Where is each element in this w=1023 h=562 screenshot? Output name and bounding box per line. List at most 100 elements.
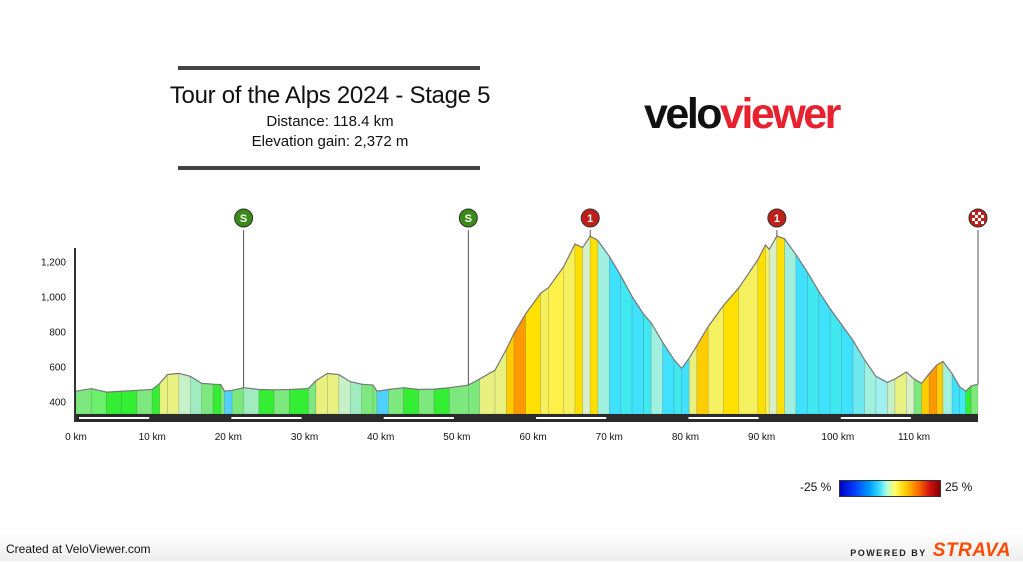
distance-label: Distance: 118.4 km [266,113,394,130]
finish-flag-cell [975,221,978,224]
sprint-marker-icon[interactable] [234,208,254,228]
profile-segment [448,384,469,415]
distance-band-stripe [79,417,150,419]
profile-segment [106,390,123,415]
x-tick-label: 0 km [65,432,87,443]
profile-segment [650,321,663,415]
profile-segment [942,360,953,415]
sprint-marker-icon[interactable] [458,208,478,228]
veloviewer-logo: veloviewer [644,90,841,138]
climb-marker-icon[interactable] [767,208,787,228]
logo-velo: velo [644,90,723,138]
profile-segment [308,379,317,415]
finish-flag-cell [972,212,975,215]
profile-segment [258,389,275,415]
elevation-gain-label: Elevation gain: 2,372 m [251,133,409,150]
x-tick-label: 30 km [291,432,318,443]
profile-segment [795,253,808,415]
sprint-marker-label: S [240,213,247,225]
header-rule-bottom [178,166,480,170]
profile-segment [201,383,214,415]
profile-segment [765,244,770,415]
profile-segment [403,387,420,415]
climb-marker-label: 1 [587,213,593,225]
profile-segment [75,388,92,415]
finish-flag-cell [981,221,984,224]
distance-band-stripe [688,417,759,419]
profile-segment [784,237,797,415]
profile-segment [513,313,526,415]
profile-segment [582,235,591,415]
x-tick-label: 100 km [821,432,854,443]
stage-title: Tour of the Alps 2024 - Stage 5 [169,82,491,109]
profile-segment [970,383,979,415]
profile-segment [90,388,107,415]
profile-segment [388,387,404,415]
profile-segment [159,373,168,415]
profile-segment [121,390,138,415]
profile-segment [167,373,180,415]
profile-segment [807,270,820,415]
profile-segment [608,255,622,415]
profile-segment [708,304,724,415]
profile-segment [178,372,191,415]
profile-segment [418,388,435,415]
distance-band-stripe [536,417,607,419]
x-tick-label: 50 km [443,432,470,443]
finish-flag-cell [978,218,981,221]
finish-flag-cell [978,212,981,215]
strava-logo: STRAVA [932,540,1011,561]
created-at-link[interactable]: Created at VeloViewer.com [6,542,151,556]
profile-segment [273,389,290,415]
profile-segment [818,290,831,415]
x-tick-label: 60 km [519,432,546,443]
profile-segment [757,244,766,415]
profile-segment [548,265,564,415]
profile-segment [540,287,549,415]
y-tick-label: 600 [49,363,66,374]
logo-viewer: viewer [720,90,841,138]
profile-segment [921,372,930,415]
x-tick-label: 10 km [139,432,166,443]
profile-segment [289,388,309,415]
profile-segment [376,389,389,415]
x-tick-label: 80 km [672,432,699,443]
profile-segment [776,235,785,415]
profile-segment [597,239,610,415]
profile-segment [696,325,709,415]
y-tick-label: 1,200 [41,258,66,269]
profile-segment [574,243,583,415]
climb-marker-label: 1 [774,213,780,225]
profile-segment [479,369,496,415]
profile-segment [643,313,652,415]
profile-segment [620,275,633,415]
powered-by-strava[interactable]: POWERED BY STRAVA [850,540,1011,562]
profile-segment [768,235,778,415]
distance-band-stripe [231,417,302,419]
profile-segment [327,373,340,415]
legend-min-label: -25 % [800,480,832,494]
climb-marker-icon[interactable] [580,208,600,228]
profile-segment [936,360,944,415]
powered-by-label: POWERED BY [850,548,927,558]
x-tick-label: 70 km [596,432,623,443]
finish-flag-cell [975,215,978,218]
profile-segment [212,383,222,415]
profile-outline [75,235,979,393]
sprint-marker-label: S [465,213,472,225]
profile-segment [563,243,576,415]
x-tick-label: 20 km [215,432,242,443]
y-tick-label: 800 [49,328,66,339]
legend-max-label: 25 % [945,480,973,494]
profile-segment [913,378,922,415]
x-tick-label: 40 km [367,432,394,443]
profile-segment [662,341,675,415]
footer-bar: Created at VeloViewer.com POWERED BY STR… [0,531,1023,561]
gradient-legend: -25 % 25 % [800,480,990,497]
profile-segment [224,390,233,415]
finish-flag-cell [981,215,984,218]
gradient-color-bar [839,480,941,497]
profile-segment [887,378,896,415]
finish-flag-cell [972,218,975,221]
